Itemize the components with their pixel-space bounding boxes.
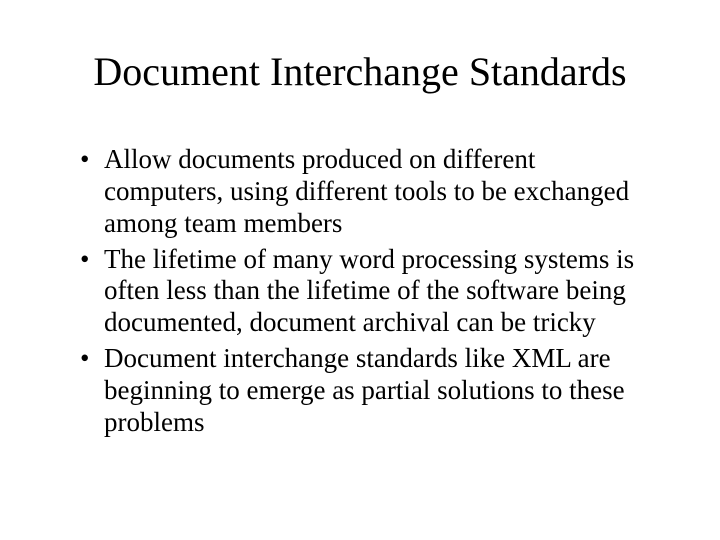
slide-title: Document Interchange Standards: [50, 50, 670, 94]
list-item: Document interchange standards like XML …: [80, 343, 660, 439]
bullet-list: Allow documents produced on different co…: [50, 144, 670, 439]
list-item: Allow documents produced on different co…: [80, 144, 660, 240]
slide: Document Interchange Standards Allow doc…: [0, 0, 720, 540]
list-item: The lifetime of many word processing sys…: [80, 244, 660, 340]
